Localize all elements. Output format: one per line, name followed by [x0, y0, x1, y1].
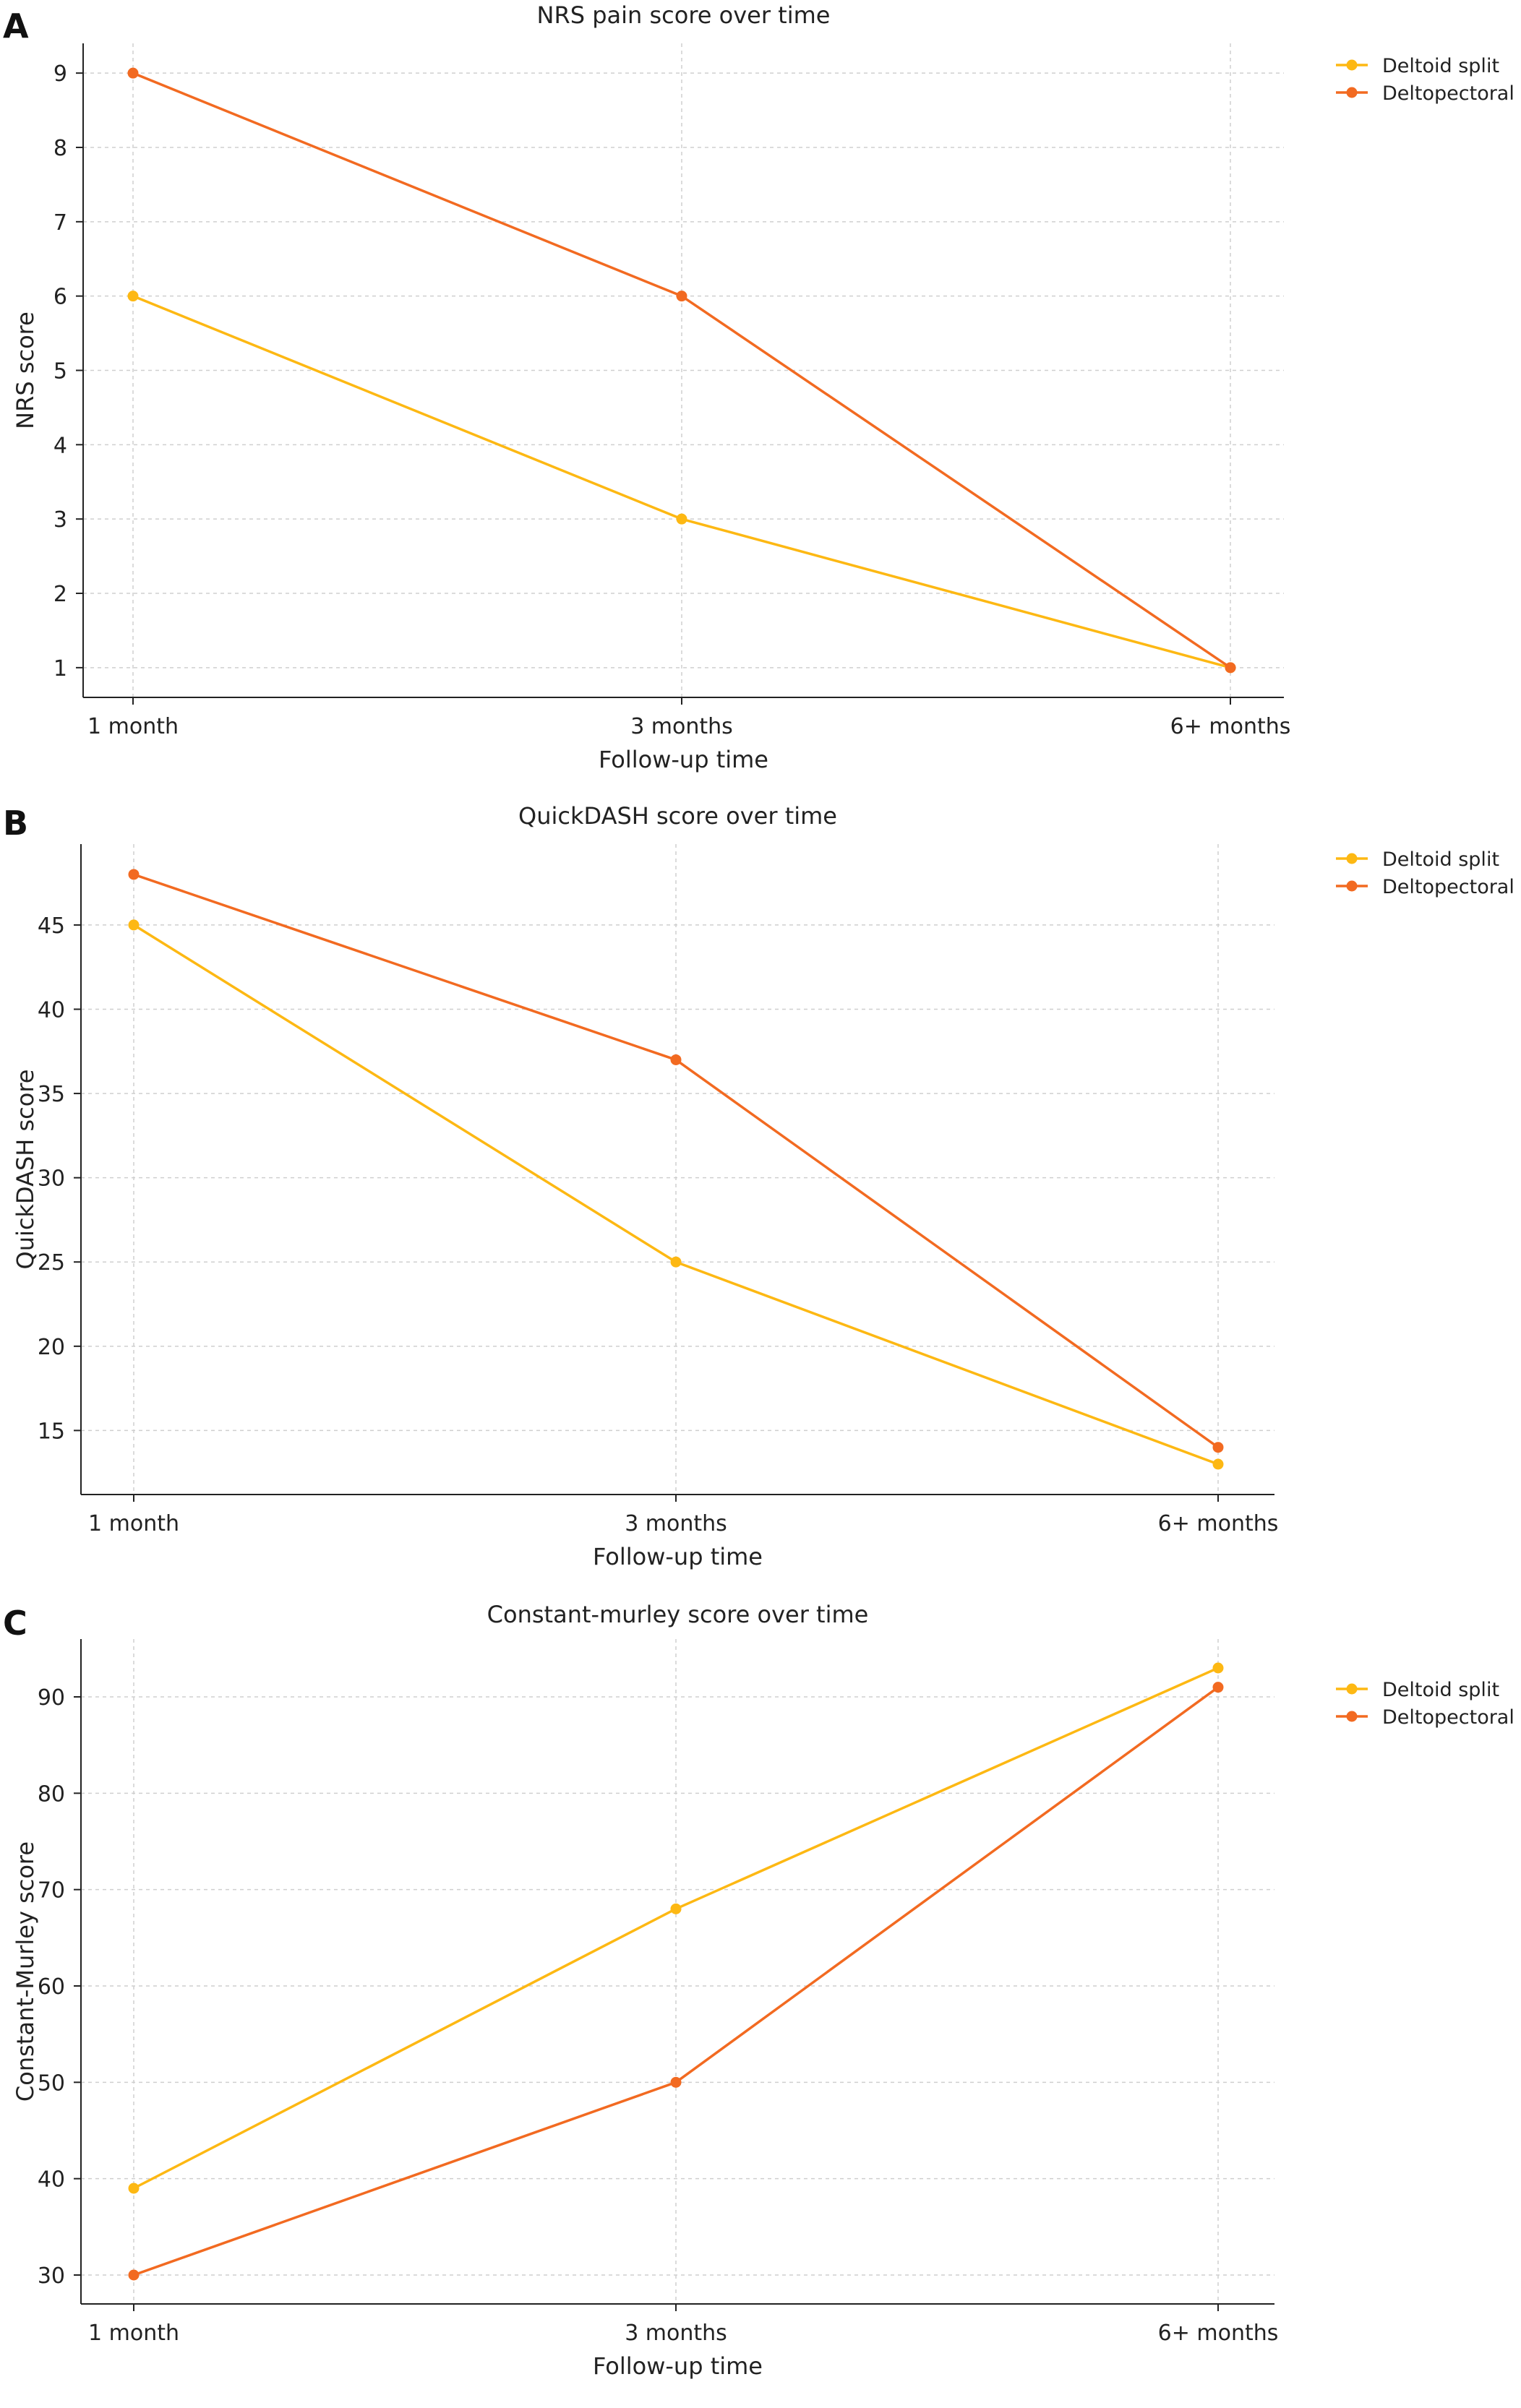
- data-point-deltoid-split: [676, 513, 687, 525]
- x-axis-label: Follow-up time: [593, 1543, 763, 1570]
- legend-label: Deltoid split: [1382, 55, 1499, 77]
- y-tick-label: 50: [38, 2071, 65, 2096]
- y-tick-label: 9: [53, 61, 67, 87]
- y-tick-label: 4: [53, 433, 67, 458]
- series-line-deltoid-split: [132, 295, 1231, 669]
- data-point-deltopectoral: [676, 291, 687, 302]
- chart-panel-c: C Constant-murley score over time 30 40 50 60…: [3, 1601, 1514, 2380]
- y-tick-label: 30: [38, 2263, 65, 2289]
- x-tick-label: 3 months: [625, 2321, 727, 2346]
- panel-letter: B: [3, 804, 28, 843]
- y-axis-label: Constant-Murley score: [12, 1841, 39, 2102]
- chart-title: NRS pain score over time: [537, 1, 831, 29]
- legend-label: Deltopectoral: [1382, 82, 1514, 105]
- x-tick-label: 6+ months: [1170, 714, 1291, 739]
- legend-label: Deltoid split: [1382, 848, 1499, 871]
- legend: Deltoid split Deltopectoral: [1336, 1679, 1514, 1729]
- y-tick-label: 90: [38, 1685, 65, 1711]
- y-tick-label: 45: [38, 913, 65, 939]
- x-tick-label: 1 month: [88, 1511, 179, 1536]
- y-tick-label: 8: [53, 136, 67, 161]
- y-tick-label: 40: [38, 997, 65, 1023]
- data-point-deltopectoral: [1212, 1682, 1224, 1693]
- legend-label: Deltopectoral: [1382, 1706, 1514, 1729]
- y-tick-label: 35: [38, 1082, 65, 1107]
- y-tick-label: 7: [53, 210, 67, 236]
- data-point-deltopectoral: [128, 869, 140, 880]
- x-tick-label: 1 month: [87, 714, 179, 739]
- y-tick-label: 30: [38, 1166, 65, 1192]
- x-axis-label: Follow-up time: [593, 2352, 763, 2380]
- y-tick-label: 20: [38, 1335, 65, 1360]
- x-tick-label: 1 month: [88, 2321, 179, 2346]
- data-point-deltoid-split: [127, 291, 139, 302]
- legend-marker: [1346, 59, 1358, 71]
- data-point-deltopectoral: [127, 67, 139, 79]
- y-tick-label: 60: [38, 1974, 65, 2000]
- data-point-deltopectoral: [128, 2269, 140, 2281]
- legend: Deltoid split Deltopectoral: [1336, 848, 1514, 898]
- y-tick-label: 6: [53, 285, 67, 310]
- y-tick-label: 15: [38, 1419, 65, 1444]
- legend: Deltoid split Deltopectoral: [1336, 55, 1514, 105]
- panel-letter: C: [3, 1604, 27, 1643]
- chart-panel-a: A NRS pain score over time 1 2 3 4 5 6 7 8 9 1 mont…: [3, 1, 1514, 773]
- chart-title: Constant-murley score over time: [487, 1601, 869, 1628]
- data-point-deltopectoral: [1225, 662, 1236, 674]
- data-point-deltopectoral: [670, 1054, 682, 1065]
- x-tick-label: 3 months: [625, 1511, 727, 1536]
- x-axis-label: Follow-up time: [599, 746, 768, 773]
- y-axis-label: QuickDASH score: [12, 1070, 39, 1270]
- chart-title: QuickDASH score over time: [518, 802, 837, 830]
- x-tick-label: 6+ months: [1158, 1511, 1279, 1536]
- data-point-deltoid-split: [1212, 1662, 1224, 1674]
- legend-marker: [1346, 1683, 1358, 1695]
- legend-marker: [1346, 880, 1358, 892]
- y-axis-label: NRS score: [12, 311, 39, 429]
- legend-marker: [1346, 87, 1358, 98]
- data-point-deltoid-split: [128, 919, 140, 931]
- y-tick-label: 40: [38, 2167, 65, 2193]
- y-tick-label: 80: [38, 1781, 65, 1807]
- legend-label: Deltoid split: [1382, 1679, 1499, 1701]
- data-point-deltoid-split: [670, 1903, 682, 1914]
- y-tick-label: 25: [38, 1250, 65, 1276]
- y-tick-label: 5: [53, 359, 67, 384]
- legend-label: Deltopectoral: [1382, 876, 1514, 898]
- x-tick-label: 6+ months: [1158, 2321, 1279, 2346]
- panel-letter: A: [3, 7, 29, 46]
- data-point-deltoid-split: [1212, 1458, 1224, 1470]
- legend-marker: [1346, 853, 1358, 864]
- y-tick-label: 3: [53, 507, 67, 533]
- chart-panel-b: B QuickDASH score over time 15 20 25 30 35 40 45…: [3, 802, 1514, 1570]
- data-point-deltopectoral: [670, 2076, 682, 2088]
- x-tick-label: 3 months: [630, 714, 733, 739]
- y-tick-label: 70: [38, 1878, 65, 1904]
- data-point-deltopectoral: [1212, 1442, 1224, 1453]
- y-tick-label: 2: [53, 582, 67, 607]
- y-tick-label: 1: [53, 656, 67, 681]
- legend-marker: [1346, 1711, 1358, 1722]
- data-point-deltoid-split: [128, 2183, 140, 2194]
- data-point-deltoid-split: [670, 1256, 682, 1268]
